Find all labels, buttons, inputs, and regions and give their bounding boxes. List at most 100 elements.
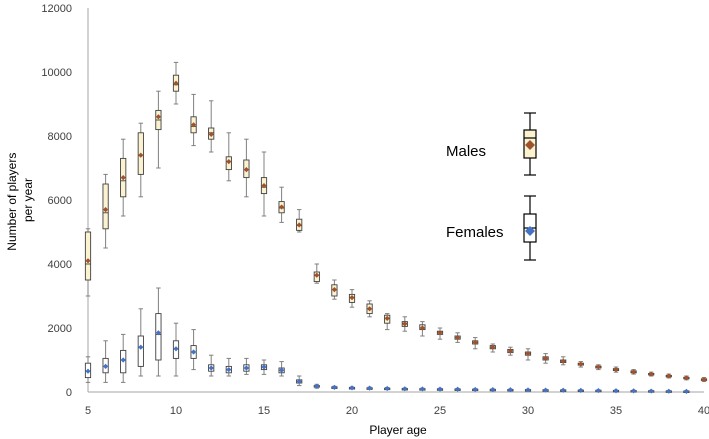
male-box-group: [243, 138, 250, 198]
female-box-group: [190, 329, 197, 371]
male-mean-marker: [595, 364, 601, 370]
female-box-group: [436, 386, 444, 392]
female-box-group: [296, 375, 303, 387]
male-mean-marker: [525, 351, 531, 357]
female-box-group: [278, 361, 285, 377]
female-box-group: [489, 387, 496, 393]
male-mean-marker: [349, 295, 355, 301]
male-mean-marker: [437, 330, 443, 336]
female-mean-marker: [85, 368, 91, 374]
y-tick-label: 2000: [48, 323, 72, 335]
female-box-group: [577, 387, 584, 393]
female-box-group: [243, 357, 250, 375]
axes-layer: [87, 8, 704, 393]
male-mean-marker: [648, 371, 654, 377]
x-tick-label: 10: [170, 405, 182, 417]
male-mean-marker: [279, 204, 285, 210]
female-box-group: [507, 387, 514, 393]
male-mean-marker: [631, 369, 637, 375]
female-box-group: [84, 356, 92, 383]
male-mean-marker: [261, 183, 267, 189]
female-mean-marker: [191, 349, 197, 355]
x-tick-label: 40: [698, 405, 709, 417]
y-tick-label: 12000: [41, 3, 72, 15]
x-tick-labels: 5 10 15 20 25 30 35 40: [85, 405, 709, 417]
male-mean-marker: [367, 306, 373, 312]
male-mean-marker: [208, 131, 214, 137]
female-mean-marker: [349, 385, 355, 391]
male-box-group: [595, 364, 602, 371]
male-box-group: [260, 151, 268, 217]
female-mean-marker: [578, 387, 584, 393]
female-mean-marker: [490, 387, 496, 393]
male-box-group: [507, 346, 514, 356]
male-mean-marker: [578, 361, 584, 367]
y-axis-title: Number of players per year: [5, 149, 35, 250]
y-tick-label: 0: [66, 387, 72, 399]
male-mean-marker: [296, 222, 302, 228]
female-box-group: [542, 387, 549, 393]
female-box-group: [419, 386, 426, 392]
legend-swatches: [523, 112, 537, 261]
female-mean-marker: [226, 367, 232, 373]
female-box-group: [683, 388, 690, 394]
male-series: [84, 61, 708, 383]
female-mean-marker: [666, 388, 672, 394]
male-box-group: [190, 93, 197, 147]
x-tick-label: 30: [522, 405, 534, 417]
legend-label-males: Males: [446, 143, 486, 160]
female-mean-marker: [648, 388, 654, 394]
female-box-group: [137, 308, 144, 377]
y-tick-labels: 0 2000 4000 6000 8000 10000 12000: [41, 3, 72, 399]
male-box-group: [489, 343, 496, 353]
female-box: [155, 313, 162, 361]
female-mean-marker: [261, 364, 267, 370]
male-mean-marker: [331, 287, 337, 293]
male-box-group: [401, 316, 408, 332]
male-box-group: [612, 366, 620, 373]
male-mean-marker: [419, 325, 425, 331]
female-mean-marker: [437, 386, 443, 392]
male-mean-marker: [173, 80, 179, 86]
male-box-group: [648, 371, 655, 377]
legend-female-swatch: [523, 195, 537, 261]
x-tick-label: 5: [85, 405, 91, 417]
male-mean-marker: [384, 315, 390, 321]
female-box: [137, 335, 144, 367]
male-box-group: [700, 376, 708, 383]
male-box-group: [472, 337, 479, 350]
female-box-group: [172, 322, 180, 377]
female-series: [84, 287, 690, 394]
male-mean-marker: [243, 167, 249, 173]
male-box-group: [172, 61, 180, 105]
female-mean-marker: [455, 386, 461, 392]
male-mean-marker: [138, 152, 144, 158]
male-mean-marker: [701, 376, 707, 383]
female-mean-marker: [208, 365, 214, 371]
legend: Males Females: [446, 112, 537, 261]
male-box-group: [225, 132, 232, 182]
male-mean-marker: [85, 258, 91, 264]
male-box-group: [84, 228, 92, 297]
male-box-group: [630, 369, 637, 375]
female-box-group: [401, 386, 408, 392]
female-box-group: [612, 388, 620, 394]
female-box-group: [331, 384, 338, 390]
female-box-group: [260, 359, 268, 375]
male-box-group: [137, 122, 144, 198]
female-box-group: [155, 287, 162, 377]
female-mean-marker: [543, 387, 549, 393]
female-box-group: [208, 354, 215, 377]
male-box-group: [348, 289, 356, 308]
y-axis-title-line-2: per year: [21, 178, 35, 222]
male-mean-marker: [103, 207, 109, 213]
male-box-group: [560, 356, 567, 366]
y-tick-label: 8000: [48, 131, 72, 143]
legend-label-females: Females: [446, 224, 504, 241]
male-mean-marker: [507, 348, 513, 354]
y-tick-label: 4000: [48, 259, 72, 271]
female-mean-marker: [472, 386, 478, 393]
female-mean-marker: [314, 383, 320, 389]
female-box-group: [102, 340, 109, 383]
